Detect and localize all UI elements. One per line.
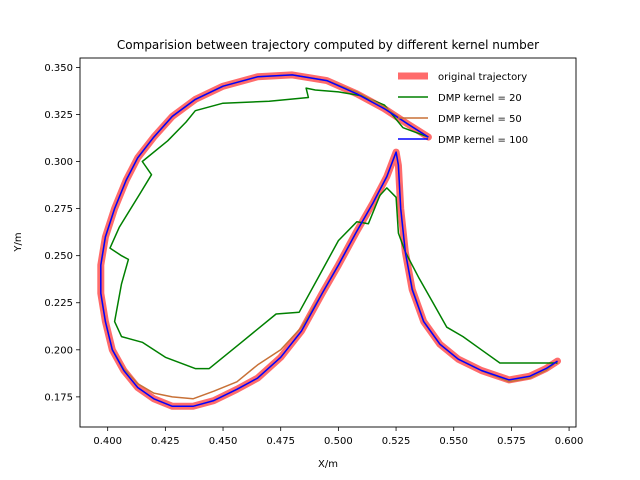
y-tick-label: 0.200 (44, 345, 73, 356)
plot-frame (79, 57, 577, 428)
y-axis: 0.175 0.200 0.225 0.250 0.275 0.300 0.325 0.350 (44, 63, 80, 403)
x-tick-label: 0.500 (324, 436, 353, 447)
y-tick-label: 0.175 (44, 392, 73, 403)
x-tick-label: 0.600 (555, 436, 584, 447)
x-tick-label: 0.475 (266, 436, 295, 447)
y-tick-label: 0.225 (44, 298, 73, 309)
x-tick-label: 0.550 (439, 436, 468, 447)
chart-title: Comparision between trajectory computed … (117, 38, 539, 52)
legend-label-dmp-kernel-50: DMP kernel = 50 (438, 114, 522, 125)
series-line-dmp-kernel-20 (109, 87, 558, 370)
x-tick-label: 0.575 (497, 436, 526, 447)
y-tick-label: 0.325 (44, 110, 73, 121)
legend-label-dmp-kernel-100: DMP kernel = 100 (438, 135, 528, 146)
y-tick-label: 0.300 (44, 157, 73, 168)
x-axis-label: X/m (318, 459, 338, 470)
legend-label-dmp-kernel-20: DMP kernel = 20 (438, 93, 522, 104)
legend: original trajectory DMP kernel = 20 DMP ke… (398, 72, 528, 146)
series-line-dmp-kernel-100 (100, 74, 558, 408)
x-tick-label: 0.525 (382, 436, 411, 447)
y-tick-label: 0.275 (44, 204, 73, 215)
y-tick-label: 0.350 (44, 63, 73, 74)
x-tick-label: 0.400 (93, 436, 122, 447)
x-tick-label: 0.450 (209, 436, 238, 447)
legend-label-original-trajectory: original trajectory (438, 72, 527, 83)
y-axis-label: Y/m (13, 232, 24, 252)
x-axis: 0.400 0.425 0.450 0.475 0.500 0.525 0.550 0.575… (93, 427, 583, 447)
y-tick-label: 0.250 (44, 251, 73, 262)
plot-series (97, 71, 561, 410)
x-tick-label: 0.425 (151, 436, 180, 447)
